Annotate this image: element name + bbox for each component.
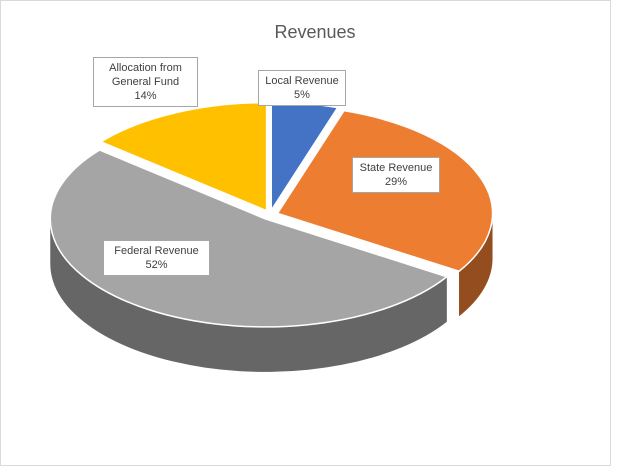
- label-category: State Revenue: [359, 162, 433, 174]
- slice: [99, 101, 268, 212]
- label-value: 14%: [134, 90, 157, 102]
- slice-side: [50, 218, 447, 372]
- label-category: Allocation from General Fund: [109, 62, 182, 88]
- data-label: Local Revenue 5%: [258, 70, 346, 106]
- slice-side-shade: [459, 213, 493, 317]
- label-value: 5%: [294, 89, 310, 101]
- data-label: State Revenue 29%: [352, 157, 440, 193]
- slice: [49, 149, 449, 328]
- label-category: Local Revenue: [265, 75, 339, 87]
- slice-side-shade: [50, 218, 447, 372]
- label-value: 29%: [384, 176, 408, 188]
- label-value: 52%: [145, 259, 168, 271]
- label-category: Federal Revenue: [114, 245, 199, 257]
- slice-side: [459, 213, 493, 317]
- data-label: Allocation from General Fund 14%: [93, 57, 198, 107]
- chart-title: Revenues: [274, 22, 355, 42]
- data-label: Federal Revenue 52%: [103, 240, 210, 276]
